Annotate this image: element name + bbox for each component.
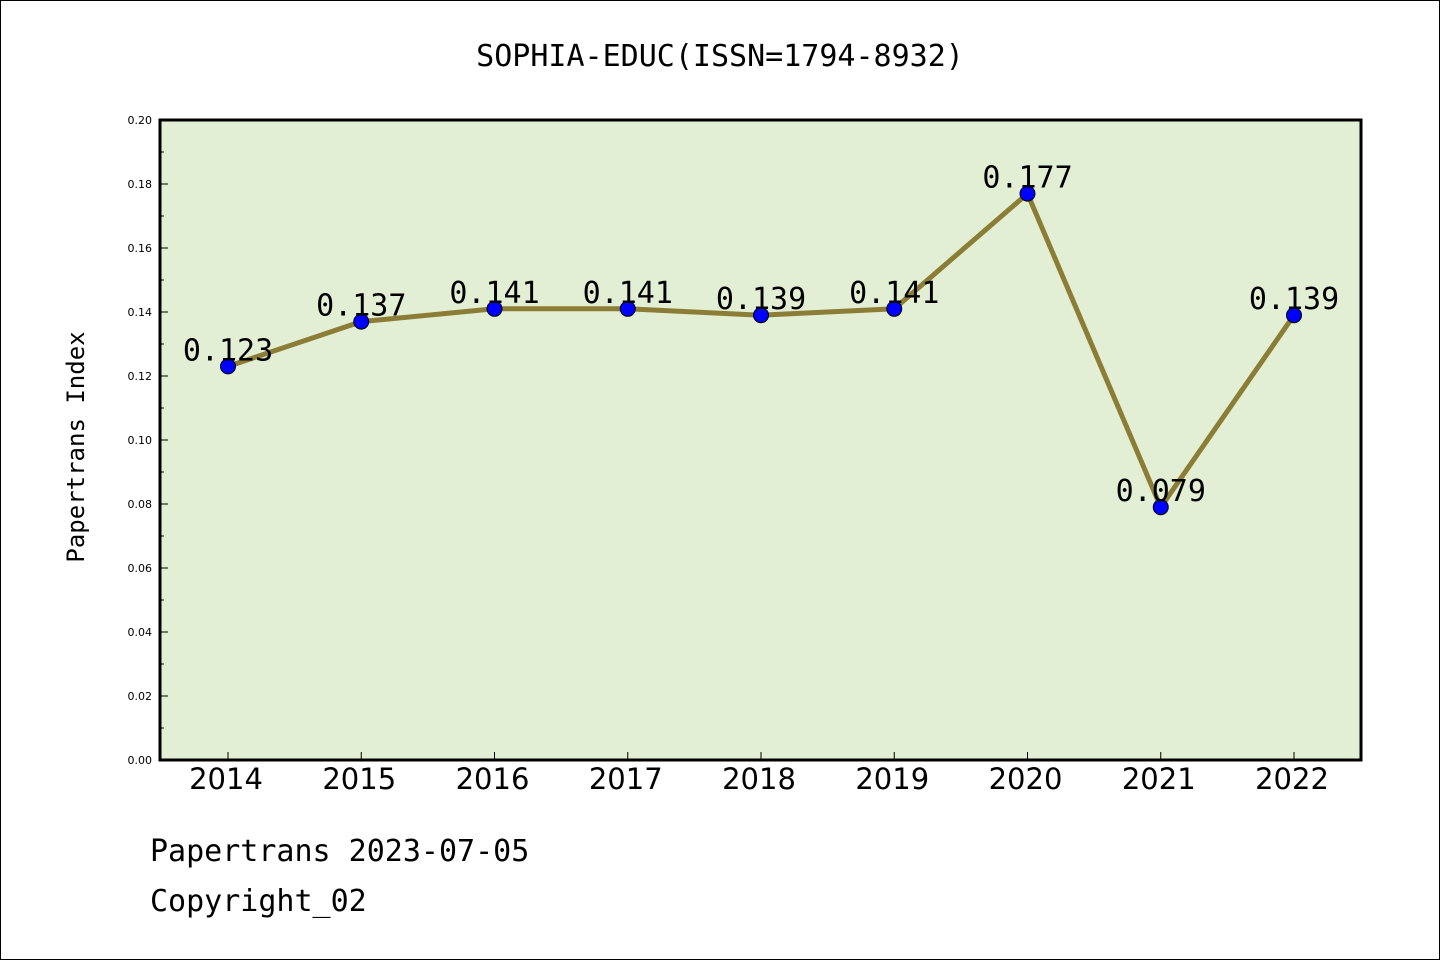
x-tick-label: 2020 — [989, 762, 1063, 796]
y-axis: 0.00 0.02 0.04 0.06 0.08 0.10 0.12 0.14 0.16 0.18… — [128, 114, 168, 767]
y-tick-label: 0.04 — [128, 626, 153, 639]
data-point — [1019, 185, 1036, 202]
footer-copyright: Copyright_02 — [150, 884, 367, 919]
x-tick-label: 2018 — [722, 762, 796, 796]
x-tick-label: 2017 — [589, 762, 663, 796]
data-label: 0.139 — [1249, 282, 1339, 317]
y-tick-label: 0.20 — [128, 114, 153, 127]
data-point — [619, 300, 636, 317]
y-tick-label: 0.16 — [128, 242, 153, 255]
data-label: 0.177 — [982, 161, 1072, 196]
data-label: 0.123 — [183, 333, 273, 368]
y-tick-label: 0.14 — [128, 306, 153, 319]
data-label: 0.141 — [583, 276, 673, 311]
data-point — [353, 313, 370, 330]
y-tick-label: 0.10 — [128, 434, 153, 447]
chart-title: SOPHIA-EDUC(ISSN=1794-8932) — [476, 39, 964, 74]
x-tick-label: 2019 — [855, 762, 929, 796]
y-axis-label: Papertrans Index — [62, 331, 90, 562]
y-tick-label: 0.18 — [128, 178, 153, 191]
x-tick-label: 2016 — [456, 762, 530, 796]
y-tick-label: 0.12 — [128, 370, 153, 383]
data-point — [486, 300, 503, 317]
data-label: 0.141 — [849, 276, 939, 311]
data-label: 0.137 — [316, 289, 406, 324]
y-tick-label: 0.06 — [128, 562, 153, 575]
y-tick-label: 0.00 — [128, 754, 153, 767]
x-tick-label: 2014 — [189, 762, 263, 796]
series-layer: 0.123 0.137 0.141 0.141 0.139 0.141 0.177 0.079… — [183, 161, 1339, 516]
y-tick-label: 0.08 — [128, 498, 153, 511]
data-point — [1286, 307, 1302, 324]
plot-area — [158, 118, 1363, 762]
data-label: 0.141 — [449, 276, 539, 311]
data-point — [1152, 499, 1169, 516]
data-label: 0.079 — [1116, 474, 1206, 509]
footer-date: Papertrans 2023-07-05 — [150, 834, 530, 869]
data-point — [753, 307, 769, 324]
y-tick-label: 0.02 — [128, 690, 153, 703]
x-tick-label: 2022 — [1255, 762, 1329, 796]
data-label: 0.139 — [716, 282, 806, 317]
x-tick-label: 2021 — [1122, 762, 1196, 796]
x-axis: 2014 2015 2016 2017 2018 2019 2020 2021 2022 — [189, 752, 1329, 796]
data-point — [886, 300, 903, 317]
x-tick-label: 2015 — [322, 762, 396, 796]
data-point — [220, 358, 236, 375]
